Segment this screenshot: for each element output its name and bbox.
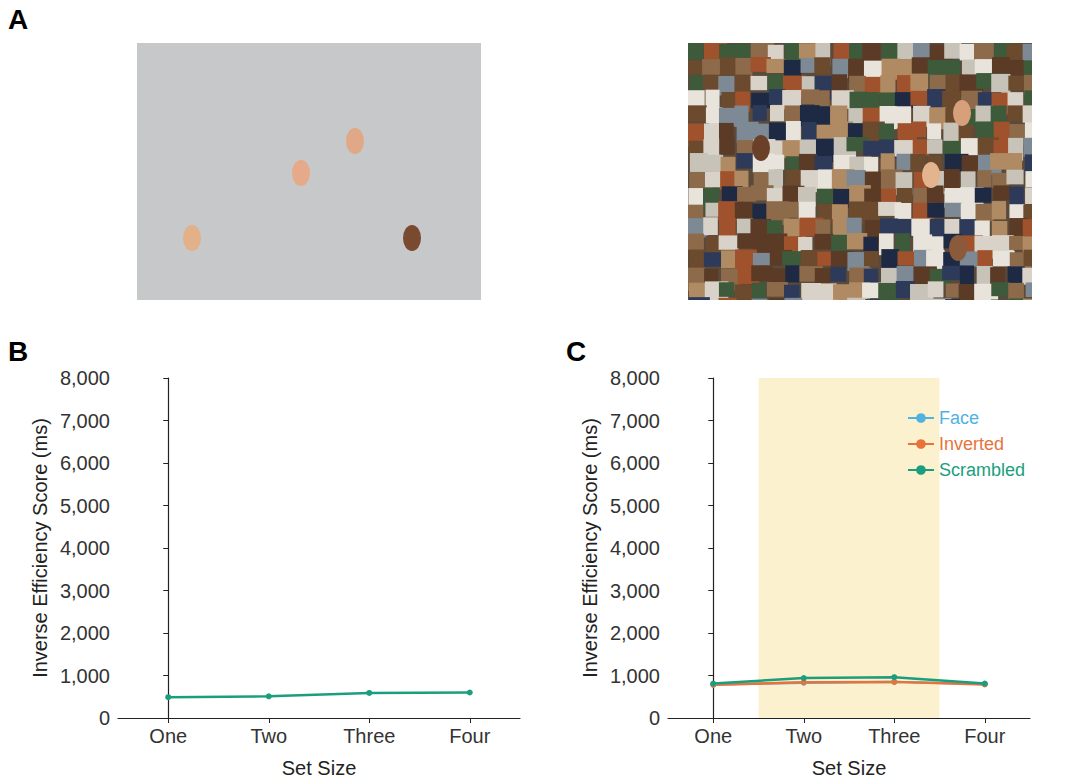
svg-text:0: 0 xyxy=(649,707,660,729)
svg-text:Inverse Efficiency Score (ms): Inverse Efficiency Score (ms) xyxy=(579,418,601,678)
svg-text:8,000: 8,000 xyxy=(60,367,110,389)
svg-text:Inverse Efficiency Score (ms): Inverse Efficiency Score (ms) xyxy=(29,418,51,678)
svg-text:8,000: 8,000 xyxy=(610,367,660,389)
svg-text:Face: Face xyxy=(939,408,979,428)
svg-text:0: 0 xyxy=(99,707,110,729)
svg-text:One: One xyxy=(149,725,187,747)
svg-text:2,000: 2,000 xyxy=(60,622,110,644)
svg-text:3,000: 3,000 xyxy=(610,580,660,602)
svg-text:3,000: 3,000 xyxy=(60,580,110,602)
svg-text:7,000: 7,000 xyxy=(610,410,660,432)
svg-text:Two: Two xyxy=(785,725,822,747)
svg-text:7,000: 7,000 xyxy=(60,410,110,432)
html-text:B: B xyxy=(8,336,29,367)
svg-text:5,000: 5,000 xyxy=(610,495,660,517)
svg-text:Inverted: Inverted xyxy=(939,434,1004,454)
svg-text:Set Size: Set Size xyxy=(812,757,886,779)
svg-text:One: One xyxy=(694,725,732,747)
svg-text:Four: Four xyxy=(449,725,490,747)
svg-text:1,000: 1,000 xyxy=(610,665,660,687)
svg-text:4,000: 4,000 xyxy=(60,537,110,559)
svg-text:Set Size: Set Size xyxy=(282,757,356,779)
svg-text:Three: Three xyxy=(868,725,920,747)
html-text:C: C xyxy=(566,336,587,367)
svg-text:6,000: 6,000 xyxy=(60,452,110,474)
svg-text:5,000: 5,000 xyxy=(60,495,110,517)
svg-text:6,000: 6,000 xyxy=(610,452,660,474)
svg-text:Two: Two xyxy=(250,725,287,747)
svg-text:1,000: 1,000 xyxy=(60,665,110,687)
html-text:A: A xyxy=(8,4,29,35)
svg-text:2,000: 2,000 xyxy=(610,622,660,644)
svg-text:4,000: 4,000 xyxy=(610,537,660,559)
svg-text:Four: Four xyxy=(964,725,1005,747)
svg-text:Three: Three xyxy=(343,725,395,747)
svg-text:Scrambled: Scrambled xyxy=(939,460,1025,480)
